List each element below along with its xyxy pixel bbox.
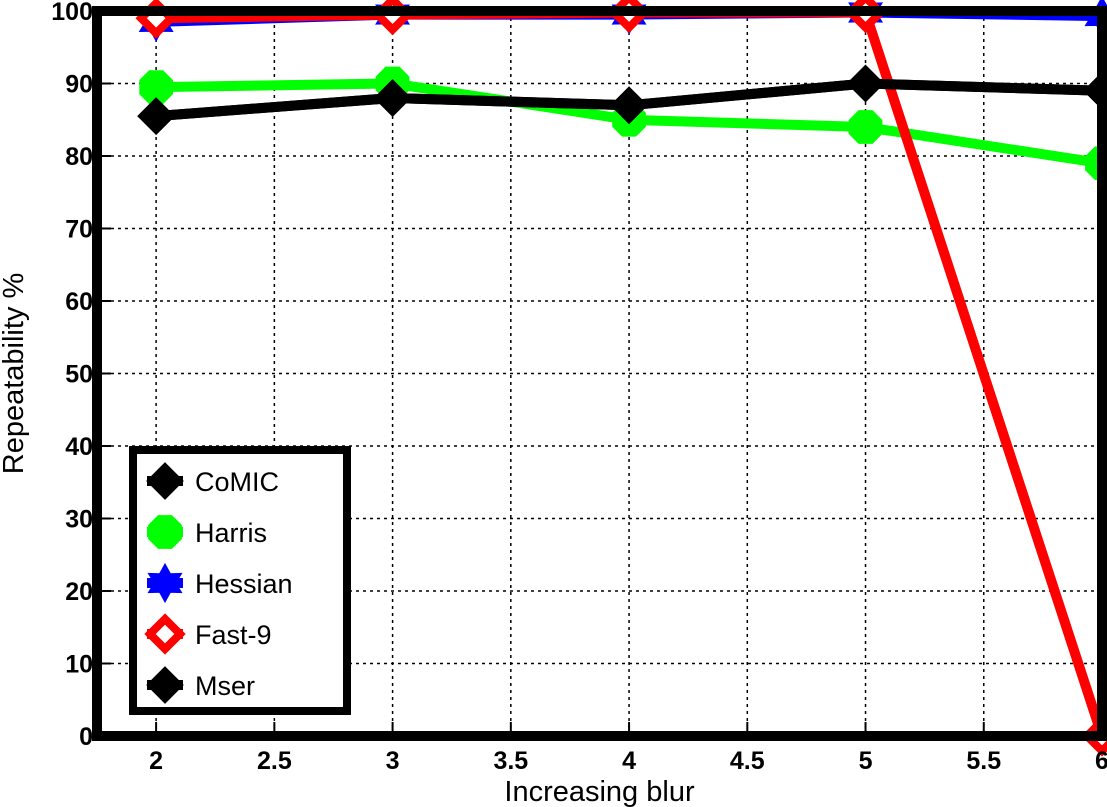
legend-marker-hessian <box>147 562 183 604</box>
y-tick-label: 100 <box>51 0 93 26</box>
plot-frame <box>92 6 1107 741</box>
x-tick-label: 4.5 <box>730 747 765 775</box>
y-tick-label: 50 <box>65 361 93 389</box>
legend-marker-harris <box>148 515 182 549</box>
x-tick-label: 5 <box>859 747 873 775</box>
legend-item-harris: Harris <box>147 515 267 549</box>
data-point-mser <box>137 97 175 135</box>
y-tick-label: 40 <box>65 433 93 461</box>
legend-label-fast-9: Fast-9 <box>195 620 272 650</box>
legend-label-comic: CoMIC <box>195 467 279 497</box>
y-tick-label: 20 <box>65 578 93 606</box>
series-mser <box>137 64 1107 135</box>
y-tick-label: 80 <box>65 143 93 171</box>
x-tick-label: 2 <box>149 747 163 775</box>
legend-item-hessian: Hessian <box>147 562 293 604</box>
legend-label-hessian: Hessian <box>195 569 293 599</box>
y-tick-label: 10 <box>65 651 93 679</box>
x-tick-label: 6 <box>1095 747 1107 775</box>
data-point-mser <box>610 86 648 125</box>
y-tick-label: 90 <box>65 71 93 99</box>
x-tick-label: 4 <box>622 747 636 775</box>
x-tick-label: 3 <box>386 747 400 775</box>
y-tick-label: 70 <box>65 216 93 244</box>
legend-item-fast-9: Fast-9 <box>144 613 272 655</box>
data-point-mser <box>846 64 885 103</box>
x-tick-label: 2.5 <box>257 747 292 775</box>
x-tick-label: 3.5 <box>493 747 528 775</box>
y-axis-label: Repeatability % <box>0 273 30 475</box>
x-axis-label: Increasing blur <box>504 776 695 807</box>
legend-label-harris: Harris <box>195 518 267 548</box>
legend: CoMIC Harris Hessian Fast-9 Mser <box>129 446 351 715</box>
y-tick-label: 30 <box>65 506 93 534</box>
data-point-harris <box>139 70 173 104</box>
y-tick-label: 60 <box>65 288 93 316</box>
data-point-harris <box>848 110 883 144</box>
y-tick-label: 0 <box>79 723 93 751</box>
data-point-mser <box>373 79 412 117</box>
legend-label-mser: Mser <box>195 671 255 701</box>
legend-item-comic: CoMIC <box>146 462 279 500</box>
x-tick-label: 5.5 <box>966 747 1001 775</box>
legend-item-mser: Mser <box>146 666 255 704</box>
legend-marker-fast-9 <box>144 613 186 655</box>
legend-marker-mser <box>146 666 184 704</box>
legend-marker-comic <box>146 462 184 500</box>
